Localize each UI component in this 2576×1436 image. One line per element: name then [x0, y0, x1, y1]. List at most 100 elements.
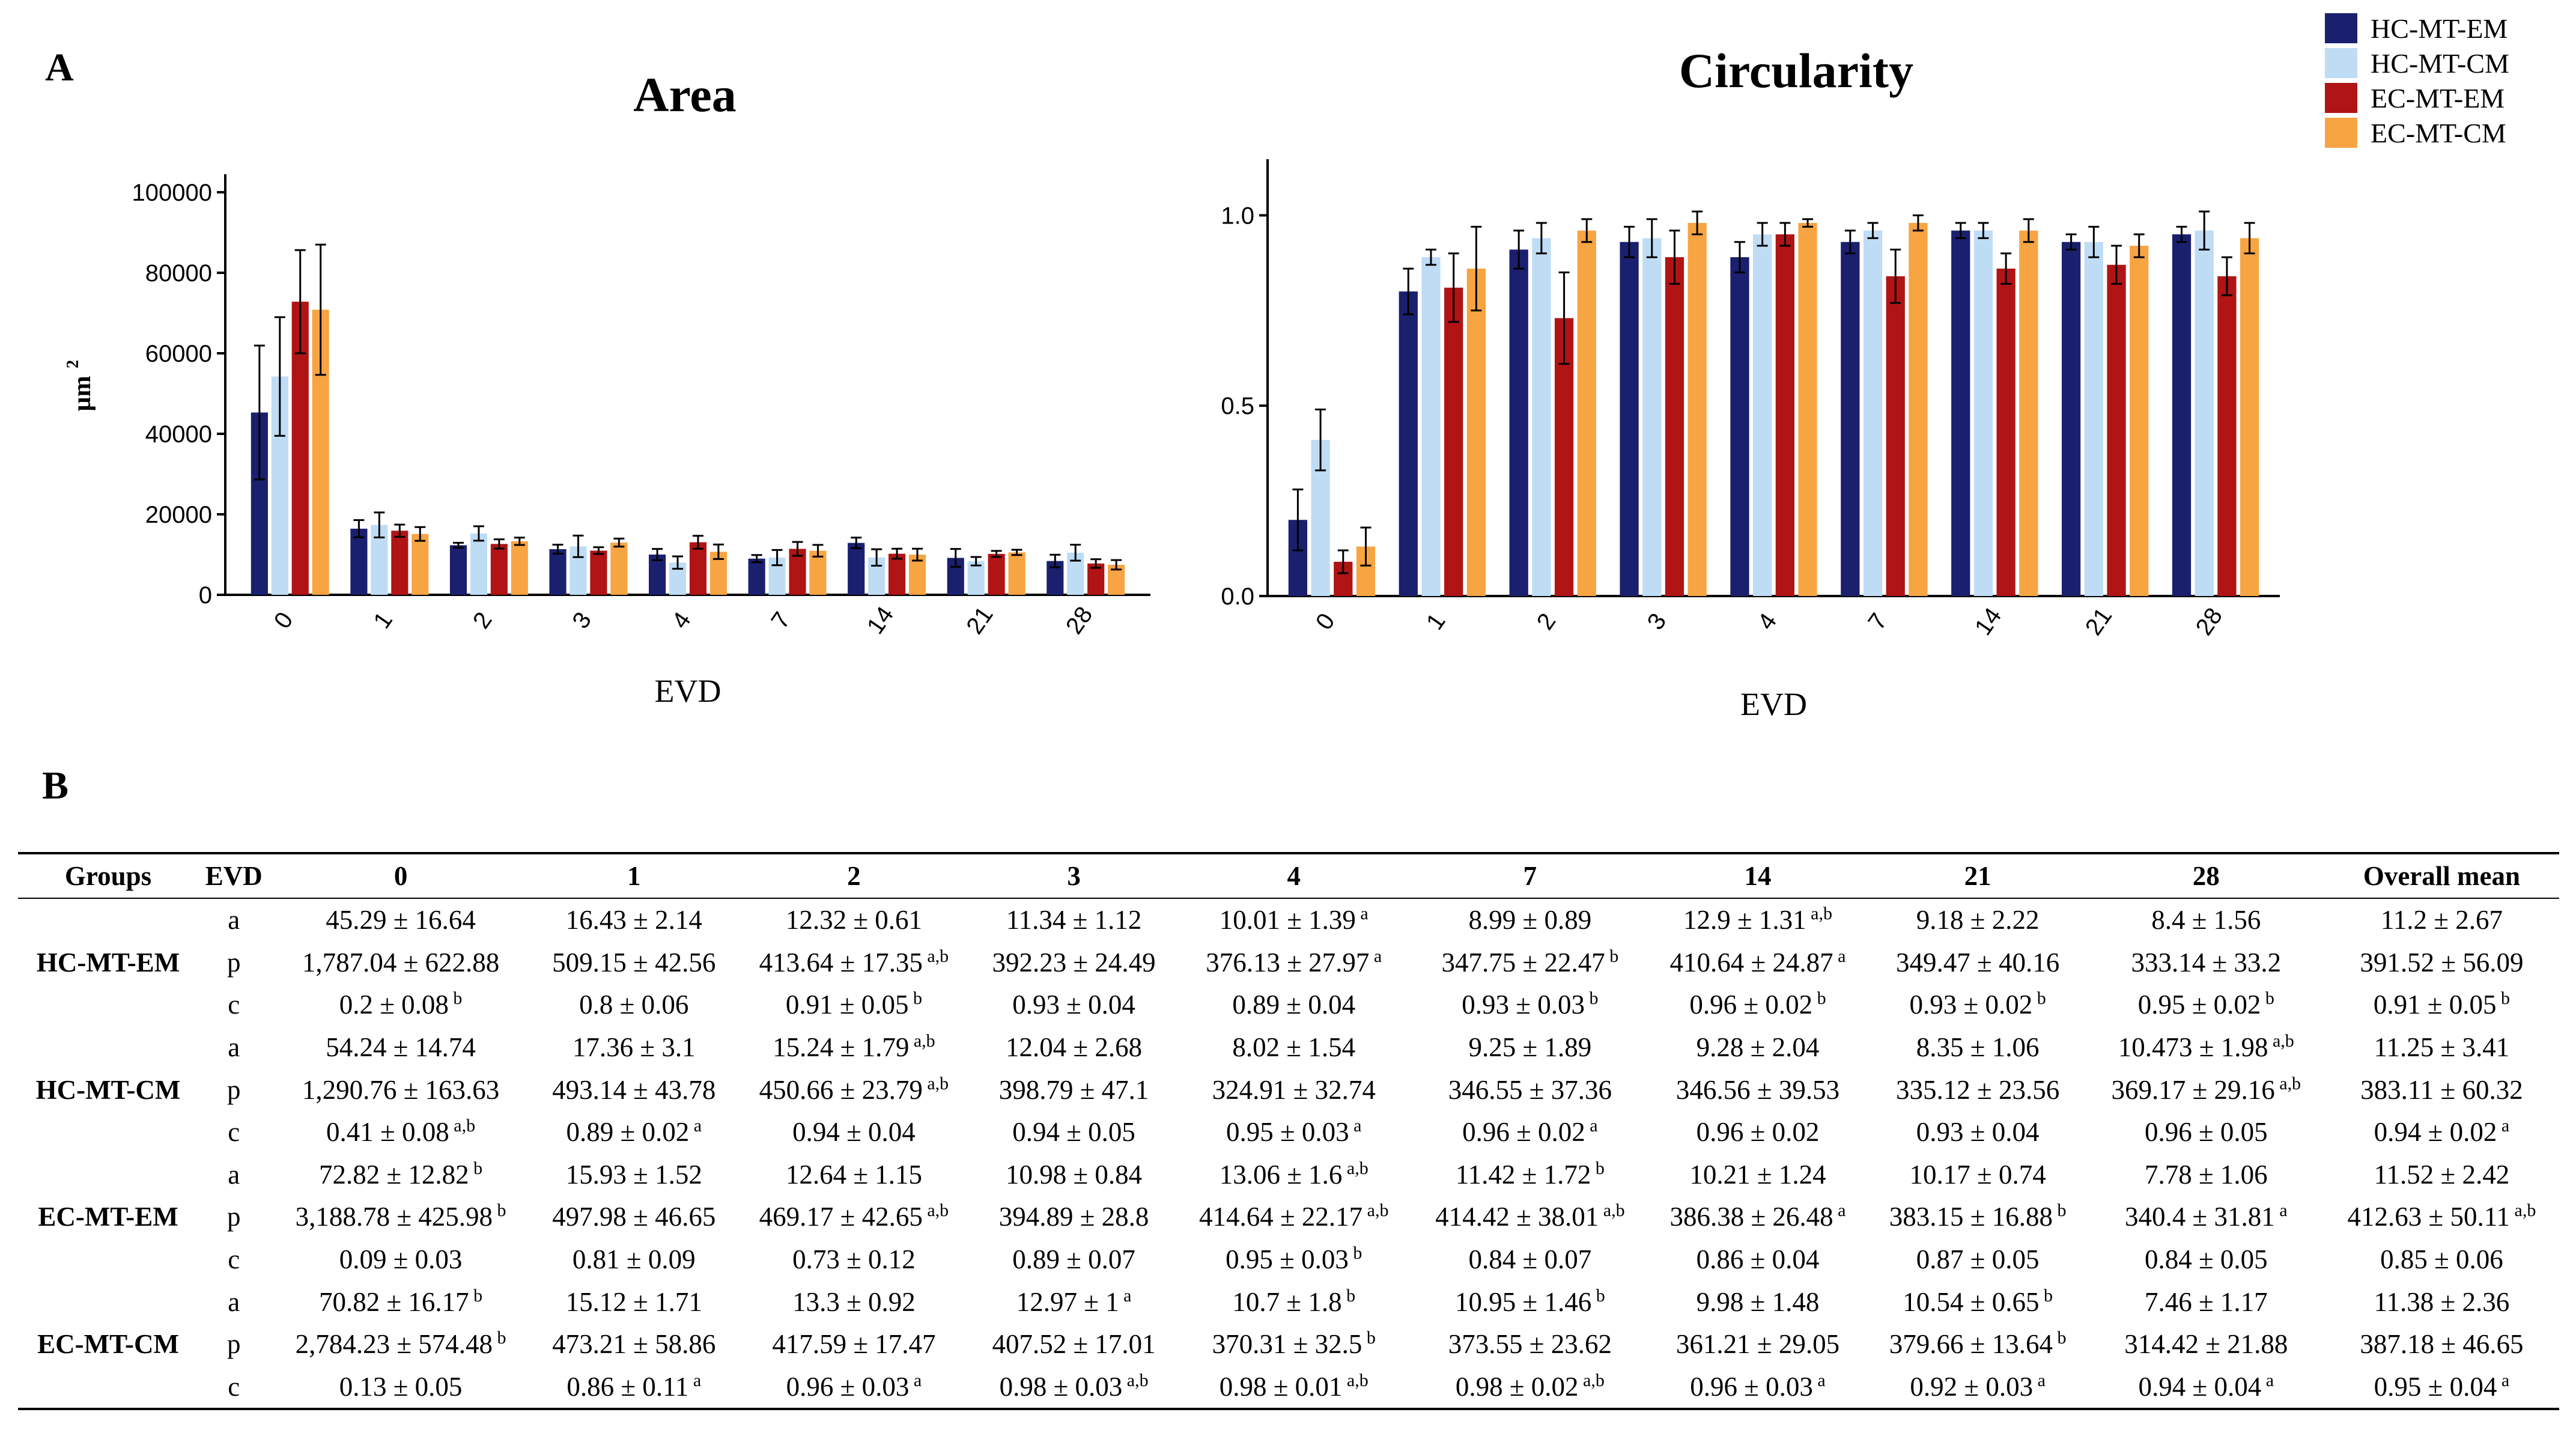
legend-label: EC-MT-CM [2371, 117, 2506, 148]
bar [1642, 238, 1662, 596]
value-text: 376.13 ± 27.97 [1206, 947, 1370, 978]
value-cell: 0.94 ± 0.04 a [2088, 1365, 2324, 1411]
bar [2061, 242, 2081, 597]
value-text: 324.91 ± 32.74 [1212, 1074, 1376, 1105]
group-name-cell [18, 984, 198, 1026]
value-cell: 8.99 ± 0.89 [1412, 898, 1648, 942]
value-text: 11.52 ± 2.42 [2374, 1159, 2510, 1190]
value-cell: 370.31 ± 32.5 b [1176, 1323, 1412, 1366]
significance-letter: a [1585, 1116, 1598, 1136]
value-cell: 0.89 ± 0.02 a [532, 1111, 736, 1154]
value-text: 0.96 ± 0.02 [1462, 1117, 1585, 1148]
legend-item: EC-MT-CM [2325, 115, 2509, 150]
legend-swatch [2325, 13, 2357, 43]
legend-label: HC-MT-EM [2371, 13, 2508, 44]
significance-letter: a,b [2510, 1200, 2536, 1221]
value-cell: 0.95 ± 0.02 b [2088, 984, 2324, 1026]
value-cell: 10.01 ± 1.39 a [1176, 898, 1412, 942]
value-text: 346.56 ± 39.53 [1675, 1074, 1840, 1105]
value-cell: 9.18 ± 2.22 [1868, 898, 2088, 942]
bar [1665, 257, 1684, 597]
value-cell: 3,188.78 ± 425.98 b [269, 1196, 532, 1238]
table-row: EC-MT-EM p 3,188.78 ± 425.98 b 497.98 ± 46.… [18, 1196, 2559, 1238]
significance-letter: a,b [449, 1116, 476, 1136]
significance-letter: a [1833, 946, 1846, 966]
value-text: 11.25 ± 3.41 [2374, 1032, 2510, 1063]
value-text: 10.54 ± 0.65 [1903, 1286, 2040, 1317]
bar [1577, 230, 1596, 596]
bar [412, 534, 429, 595]
value-cell: 45.29 ± 16.64 [269, 898, 532, 942]
bar [889, 553, 906, 595]
value-text: 10.7 ± 1.8 [1232, 1286, 1342, 1317]
bar [1886, 276, 1905, 596]
bar [2084, 242, 2103, 597]
bar [1951, 230, 1970, 596]
bar [1775, 234, 1794, 597]
value-cell: 0.8 ± 0.06 [532, 984, 736, 1026]
significance-letter: a,b [1578, 1370, 1605, 1390]
legend-item: HC-MT-CM [2325, 46, 2509, 81]
x-tick-label: 21 [961, 602, 998, 639]
param-cell: p [226, 1202, 241, 1232]
significance-letter: b [2261, 988, 2274, 1009]
value-cell: 10.54 ± 0.65 b [1868, 1280, 2088, 1323]
y-axis-label-group: µm 2 [64, 360, 96, 412]
value-text: 10.98 ± 0.84 [1005, 1159, 1143, 1190]
y-axis-label-sup: 2 [64, 360, 82, 368]
bar [470, 533, 487, 595]
value-cell: 7.46 ± 1.17 [2088, 1280, 2324, 1323]
value-cell: 11.52 ± 2.42 [2324, 1154, 2559, 1196]
significance-letter: b [2496, 988, 2511, 1009]
table-row: c 0.09 ± 0.03 0.81 ± 0.09 0.73 ± 0.12 0.89 ±… [18, 1238, 2559, 1281]
value-cell: 0.41 ± 0.08 a,b [269, 1111, 532, 1154]
value-cell: 0.98 ± 0.01 a,b [1176, 1365, 1412, 1411]
value-text: 0.98 ± 0.02 [1455, 1371, 1579, 1402]
significance-letter: a [688, 1370, 702, 1390]
table-header-cell: 1 [532, 852, 736, 899]
param-cell: a [228, 1032, 240, 1063]
value-cell: 376.13 ± 27.97 a [1176, 942, 1412, 984]
bar [2130, 246, 2149, 596]
value-cell: 0.86 ± 0.11 a [532, 1365, 736, 1411]
y-tick-label: 60000 [145, 341, 212, 367]
significance-letter: a,b [922, 1200, 949, 1221]
value-cell: 386.38 ± 26.48 a [1648, 1196, 1867, 1238]
significance-letter: b [1584, 988, 1599, 1009]
table-row: HC-MT-EM p 1,787.04 ± 622.88 509.15 ± 42.56… [18, 942, 2559, 984]
param-cell: c [228, 990, 240, 1020]
value-text: 398.79 ± 47.1 [998, 1074, 1149, 1105]
value-text: 0.91 ± 0.05 [785, 990, 909, 1020]
significance-letter: a,b [1342, 1370, 1368, 1390]
value-cell: 72.82 ± 12.82 b [269, 1154, 532, 1196]
x-tick-label: 3 [1642, 609, 1672, 634]
value-text: 12.97 ± 1 [1016, 1286, 1119, 1317]
group-name-cell [18, 1280, 198, 1323]
value-cell: 0.93 ± 0.02 b [1868, 984, 2088, 1026]
significance-letter: a,b [2274, 1073, 2301, 1094]
legend-item: HC-MT-EM [2325, 11, 2509, 46]
value-cell: 15.93 ± 1.52 [532, 1154, 736, 1196]
param-cell: a [228, 1286, 240, 1317]
value-cell: 0.89 ± 0.07 [972, 1238, 1176, 1281]
value-text: 7.46 ± 1.17 [2144, 1286, 2268, 1317]
significance-letter: b [2032, 988, 2046, 1009]
value-cell: 383.15 ± 16.88 b [1868, 1196, 2088, 1238]
x-tick-label: 1 [1421, 609, 1451, 634]
significance-letter: a [1119, 1285, 1132, 1306]
value-text: 414.42 ± 38.01 [1435, 1202, 1599, 1232]
param-cell: a [228, 1159, 240, 1190]
bar [610, 543, 628, 595]
bar [2217, 276, 2237, 596]
legend: HC-MT-EM HC-MT-CM EC-MT-EM EC-MT-CM [2325, 11, 2509, 150]
significance-letter: b [908, 988, 923, 1009]
table-header-cell: 4 [1176, 852, 1412, 899]
value-cell: 8.35 ± 1.06 [1868, 1026, 2088, 1069]
value-text: 13.06 ± 1.6 [1219, 1159, 1343, 1190]
value-text: 361.21 ± 29.05 [1675, 1329, 1840, 1360]
table-row: a 45.29 ± 16.64 16.43 ± 2.14 12.32 ± 0.61 11… [18, 898, 2559, 942]
value-text: 0.93 ± 0.04 [1916, 1117, 2040, 1148]
value-cell: 497.98 ± 46.65 [532, 1196, 736, 1238]
bar [1421, 257, 1441, 597]
value-cell: 13.3 ± 0.92 [736, 1280, 972, 1323]
